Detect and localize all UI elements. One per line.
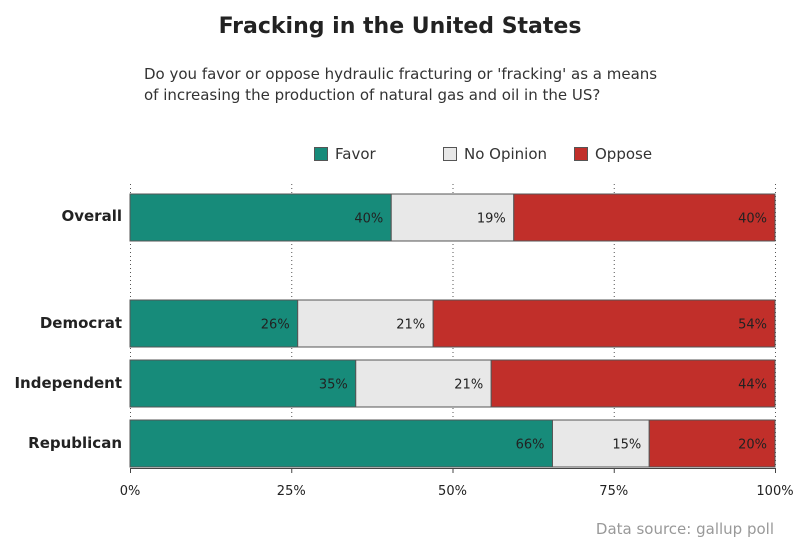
x-tick-label-4: 100% xyxy=(756,484,793,499)
legend-label-oppose: Oppose xyxy=(595,145,653,163)
bar-republican-favor xyxy=(129,419,553,468)
legend: Favor No Opinion Oppose xyxy=(0,144,800,164)
bar-independent-no-opinion xyxy=(355,359,492,408)
data-label-republican-favor: 66% xyxy=(516,438,545,453)
data-label-democrat-oppose: 54% xyxy=(738,318,767,333)
x-tick-label-3: 75% xyxy=(599,484,628,499)
data-label-overall-no-opinion: 19% xyxy=(477,212,506,227)
data-label-democrat-no-opinion: 21% xyxy=(396,318,425,333)
bar-democrat-favor xyxy=(129,299,299,348)
data-source-note: Data source: gallup poll xyxy=(595,520,774,538)
legend-swatch-no-opinion xyxy=(443,147,457,161)
bar-independent-oppose xyxy=(490,359,776,408)
chart-title: Fracking in the United States xyxy=(218,14,582,39)
data-label-overall-favor: 40% xyxy=(354,212,383,227)
legend-swatch-oppose xyxy=(574,147,588,161)
row-label-independent: Independent xyxy=(14,374,122,392)
subtitle-line-2: of increasing the production of natural … xyxy=(144,86,601,104)
data-label-independent-favor: 35% xyxy=(319,378,348,393)
bar-overall-oppose xyxy=(513,193,776,242)
bar-republican-no-opinion xyxy=(551,419,650,468)
bar-democrat-oppose xyxy=(432,299,776,348)
data-label-republican-no-opinion: 15% xyxy=(612,438,641,453)
legend-label-favor: Favor xyxy=(335,145,376,163)
data-label-democrat-favor: 26% xyxy=(261,318,290,333)
row-label-overall: Overall xyxy=(61,207,122,225)
x-tick-label-1: 25% xyxy=(277,484,306,499)
bar-republican-oppose xyxy=(648,419,776,468)
legend-label-no-opinion: No Opinion xyxy=(464,145,548,163)
subtitle-line-1: Do you favor or oppose hydraulic fractur… xyxy=(144,65,658,83)
chart-subtitle: Do you favor or oppose hydraulic fractur… xyxy=(144,64,684,106)
data-label-independent-oppose: 44% xyxy=(738,378,767,393)
x-tick-label-2: 50% xyxy=(438,484,467,499)
data-label-independent-no-opinion: 21% xyxy=(454,378,483,393)
legend-item-favor: Favor xyxy=(314,144,376,164)
legend-item-no-opinion: No Opinion xyxy=(443,144,547,164)
legend-item-oppose: Oppose xyxy=(574,144,652,164)
bar-independent-favor xyxy=(129,359,357,408)
x-tick-label-0: 0% xyxy=(120,484,141,499)
bar-overall-no-opinion xyxy=(390,193,515,242)
legend-swatch-favor xyxy=(314,147,328,161)
row-label-republican: Republican xyxy=(28,434,122,452)
data-label-republican-oppose: 20% xyxy=(738,438,767,453)
data-label-overall-oppose: 40% xyxy=(738,212,767,227)
row-label-democrat: Democrat xyxy=(39,314,122,332)
bar-overall-favor xyxy=(129,193,392,242)
